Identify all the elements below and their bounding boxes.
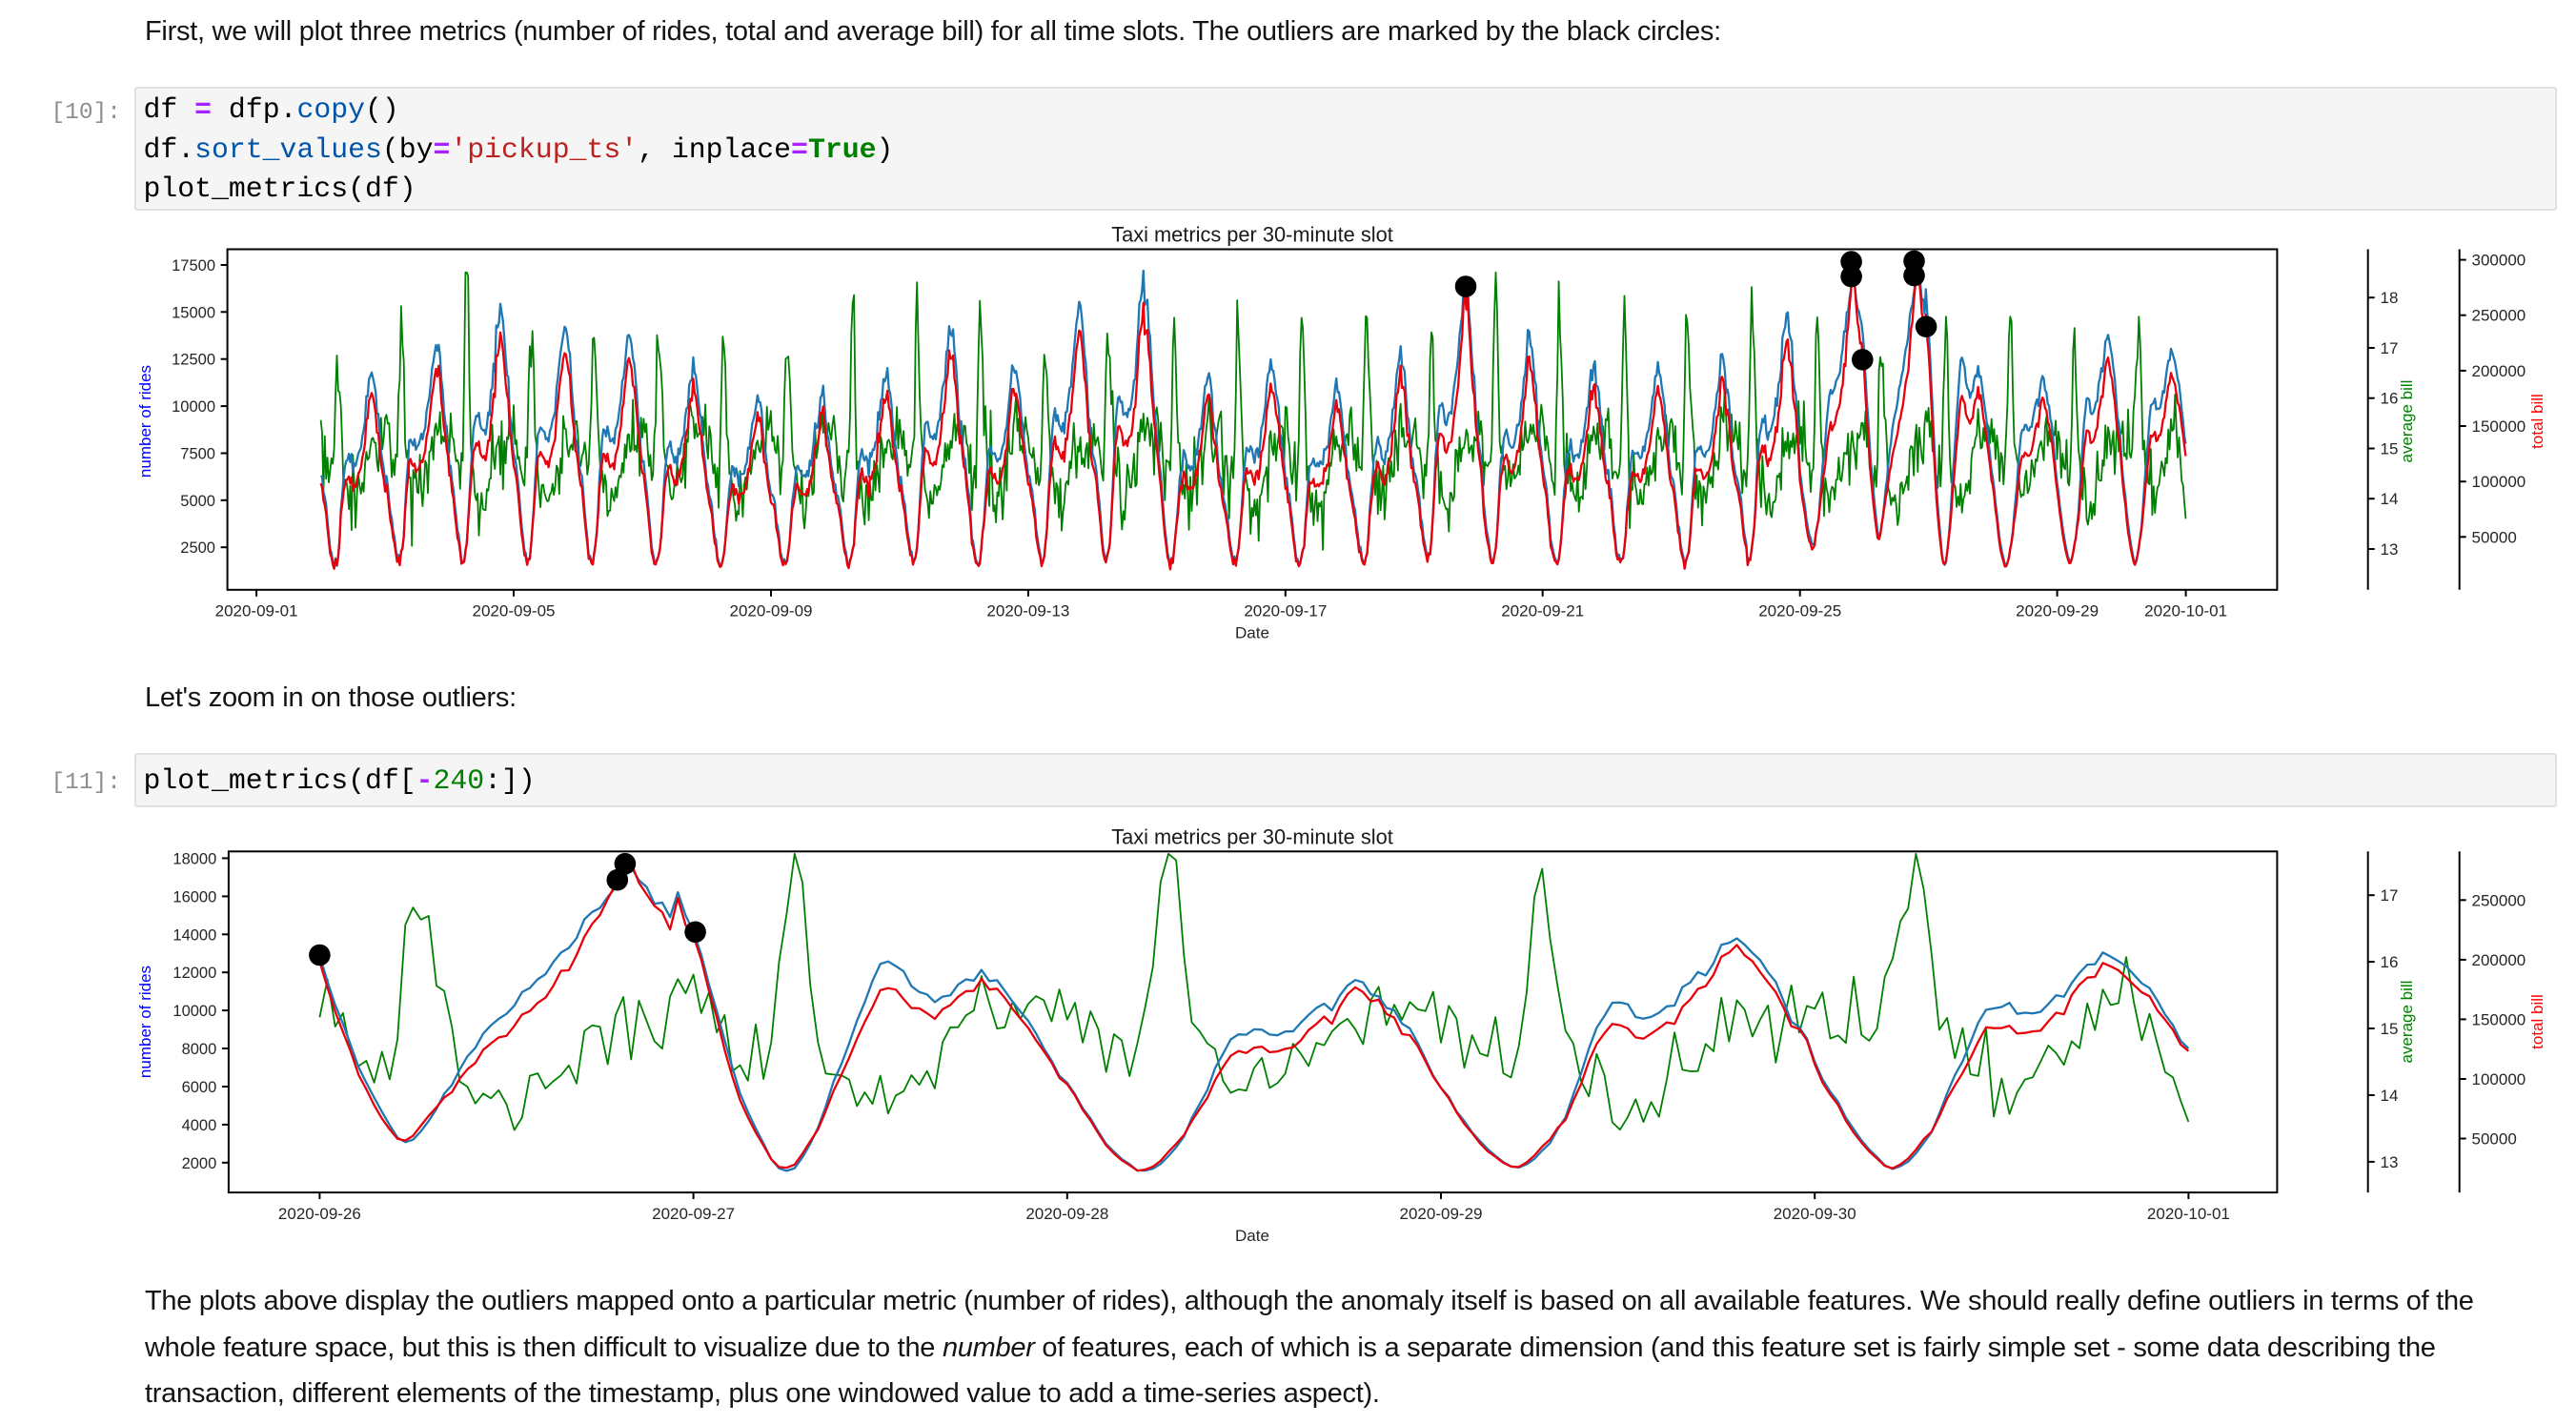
svg-text:2020-09-28: 2020-09-28: [1025, 1205, 1108, 1223]
svg-text:16: 16: [2381, 953, 2399, 971]
svg-text:2020-09-21: 2020-09-21: [1501, 602, 1584, 620]
svg-text:4000: 4000: [182, 1117, 217, 1134]
svg-text:2020-09-29: 2020-09-29: [2016, 602, 2099, 620]
svg-text:18: 18: [2381, 289, 2399, 307]
svg-text:2020-09-13: 2020-09-13: [986, 602, 1069, 620]
svg-text:150000: 150000: [2472, 1010, 2526, 1028]
svg-text:17500: 17500: [172, 257, 215, 275]
svg-text:10000: 10000: [172, 1003, 216, 1020]
svg-text:Taxi metrics per 30-minute slo: Taxi metrics per 30-minute slot: [1111, 223, 1393, 247]
svg-text:14000: 14000: [172, 926, 216, 944]
svg-text:2020-10-01: 2020-10-01: [2144, 602, 2227, 620]
svg-text:average bill: average bill: [2398, 380, 2416, 463]
svg-text:200000: 200000: [2472, 362, 2526, 380]
svg-text:16000: 16000: [172, 888, 216, 905]
svg-text:50000: 50000: [2472, 528, 2517, 546]
svg-text:18000: 18000: [172, 850, 216, 867]
svg-text:50000: 50000: [2472, 1130, 2517, 1149]
svg-text:number of rides: number of rides: [136, 966, 154, 1078]
svg-text:2020-09-29: 2020-09-29: [1400, 1205, 1483, 1223]
svg-text:10000: 10000: [172, 398, 215, 416]
svg-text:2020-09-01: 2020-09-01: [215, 602, 298, 620]
svg-text:15000: 15000: [172, 304, 215, 321]
svg-text:7500: 7500: [180, 446, 215, 463]
svg-text:2020-10-01: 2020-10-01: [2147, 1205, 2230, 1223]
svg-text:2020-09-25: 2020-09-25: [1758, 602, 1841, 620]
svg-text:2500: 2500: [180, 539, 215, 557]
svg-text:total bill: total bill: [2528, 994, 2546, 1049]
svg-text:250000: 250000: [2472, 307, 2526, 325]
svg-text:300000: 300000: [2472, 252, 2526, 270]
svg-text:total bill: total bill: [2528, 394, 2546, 449]
svg-text:Taxi metrics per 30-minute slo: Taxi metrics per 30-minute slot: [1111, 825, 1393, 849]
svg-text:200000: 200000: [2472, 951, 2526, 969]
svg-text:250000: 250000: [2472, 891, 2526, 909]
svg-text:13: 13: [2381, 1153, 2399, 1171]
svg-text:12000: 12000: [172, 965, 216, 982]
svg-text:13: 13: [2381, 540, 2399, 559]
svg-text:100000: 100000: [2472, 1070, 2526, 1088]
svg-text:12500: 12500: [172, 352, 215, 369]
svg-text:2020-09-17: 2020-09-17: [1244, 602, 1327, 620]
svg-text:8000: 8000: [182, 1041, 217, 1058]
svg-text:150000: 150000: [2472, 417, 2526, 436]
svg-text:2020-09-26: 2020-09-26: [278, 1205, 361, 1223]
svg-text:2000: 2000: [182, 1155, 217, 1172]
svg-text:2020-09-27: 2020-09-27: [652, 1205, 735, 1223]
svg-text:Date: Date: [1235, 624, 1269, 642]
svg-text:6000: 6000: [182, 1079, 217, 1096]
svg-text:Date: Date: [1235, 1227, 1269, 1245]
svg-text:100000: 100000: [2472, 473, 2526, 491]
svg-text:2020-09-05: 2020-09-05: [473, 602, 556, 620]
svg-text:2020-09-09: 2020-09-09: [730, 602, 813, 620]
svg-text:15: 15: [2381, 1020, 2399, 1038]
svg-text:17: 17: [2381, 339, 2399, 357]
svg-text:average bill: average bill: [2398, 981, 2416, 1064]
svg-text:number of rides: number of rides: [136, 365, 154, 478]
svg-text:17: 17: [2381, 886, 2399, 905]
svg-text:16: 16: [2381, 390, 2399, 408]
svg-text:2020-09-30: 2020-09-30: [1774, 1205, 1856, 1223]
svg-text:14: 14: [2381, 1087, 2399, 1105]
svg-text:15: 15: [2381, 440, 2399, 458]
svg-text:14: 14: [2381, 490, 2399, 508]
svg-text:5000: 5000: [180, 493, 215, 510]
